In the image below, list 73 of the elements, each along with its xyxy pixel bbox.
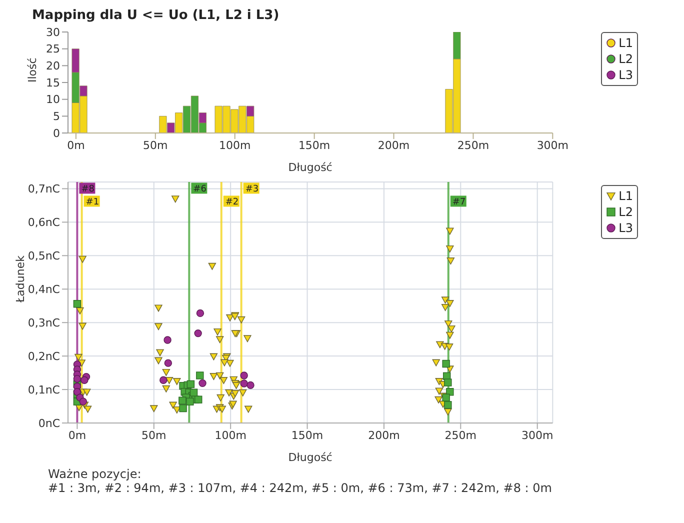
y-tick-label: 0,1nC [28,383,60,396]
y-tick-label: 0,4nC [28,283,60,296]
point [196,309,204,318]
point [73,300,82,308]
x-tick-label: 50m [143,138,168,152]
point [160,376,168,384]
point [240,380,248,388]
x-tick-label: 200m [368,428,400,442]
x-tick-label: 300m [521,428,554,442]
x-tick-label: 250m [444,428,477,442]
annotation: #2 [225,198,239,208]
point [164,336,172,344]
legend-label: L2 [618,204,633,220]
point [190,388,198,396]
point [196,372,204,380]
y-axis-title: Ładunek [14,254,27,304]
point [442,360,450,368]
x-tick-label: 200m [378,138,410,152]
x-tick-label: 150m [291,428,324,442]
text: Ważne pozycje: [48,467,142,481]
y-tick-label: 0,5nC [28,250,60,263]
x-tick-label: 150m [298,138,330,152]
y-tick-label: 0,2nC [28,350,60,363]
x-tick-label: 100m [214,428,246,442]
y-tick-label: 0,6nC [28,216,60,230]
annotation: #6 [193,184,207,195]
y-tick-label: 5 [53,110,60,124]
point [73,388,82,396]
legend-label: L1 [618,35,633,51]
x-tick-label: 50m [142,428,166,442]
y-tick-label: 30 [46,26,60,39]
point [194,329,202,338]
x-axis-title: Długość [288,451,332,464]
annotation: #1 [86,198,100,208]
x-tick-label: 100m [218,138,251,152]
text: #1 : 3m, #2 : 94m, #3 : 107m, #4 : 242m, #5 : 0m, #6 : 73m, #7 : 242m, #8 : 0m [48,481,553,495]
point [444,401,452,409]
annotation: #3 [245,184,259,195]
point [186,398,194,406]
point [79,398,88,406]
y-tick-label: 20 [46,60,60,73]
legend-label: L3 [618,220,633,236]
y-tick-label: 15 [46,76,60,90]
legend-label: L1 [618,188,633,204]
point [179,404,187,412]
y-tick-label: 0 [53,126,60,140]
x-axis-title: Długość [288,161,332,174]
annotation: #8 [81,184,95,195]
point [80,376,88,384]
annotation: #7 [452,198,466,208]
y-tick-label: 10 [46,93,60,106]
legend-label: L3 [618,67,633,83]
x-tick-label: 250m [457,138,490,152]
y-tick-label: 25 [46,42,60,56]
x-tick-label: 300m [536,138,569,152]
y-tick-label: 0nC [38,416,60,430]
y-axis-title: Ilość [26,58,39,82]
point [164,359,172,367]
chart-title: Mapping dla U <= Uo (L1, L2 i L3) [32,8,280,23]
y-tick-label: 0,3nC [28,316,60,330]
legend-label: L2 [618,51,633,67]
point [186,380,195,388]
point [444,378,452,386]
point [178,396,186,404]
point [442,394,450,402]
point [73,374,82,383]
point [246,381,254,390]
y-tick-label: 0,7nC [28,182,60,196]
x-tick-label: 0m [67,138,85,152]
x-tick-label: 0m [68,428,86,442]
point [194,396,202,404]
point [198,379,206,388]
point [240,372,248,380]
